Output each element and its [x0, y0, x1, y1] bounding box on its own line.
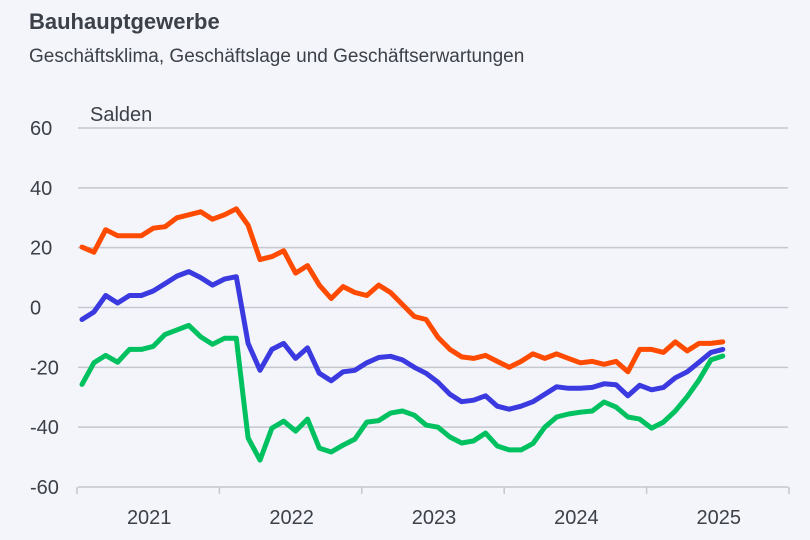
series-points-0 [81, 208, 723, 372]
y-tick-label: -60 [30, 477, 59, 499]
y-axis-label: Salden [90, 104, 152, 126]
y-tick-label: 0 [30, 298, 41, 320]
chart-subtitle: Geschäftsklima, Geschäftslage und Geschä… [29, 46, 525, 67]
x-tick-label: 2022 [269, 507, 314, 529]
y-tick-label: 60 [30, 118, 52, 140]
x-tick-label: 2024 [554, 507, 599, 529]
series-line-1 [79, 269, 726, 412]
y-tick-label: 40 [30, 178, 52, 200]
y-tick-label: -20 [30, 357, 59, 379]
series-line-0 [79, 206, 726, 375]
series-points-1 [81, 271, 723, 410]
x-tick-label: 2023 [412, 507, 457, 529]
series-points-2 [81, 325, 723, 461]
y-tick-label: 20 [30, 238, 52, 260]
chart-title: Bauhauptgewerbe [29, 9, 220, 34]
y-tick-label: -40 [30, 417, 59, 439]
x-tick-label: 2021 [127, 507, 172, 529]
x-tick-label: 2025 [697, 507, 742, 529]
